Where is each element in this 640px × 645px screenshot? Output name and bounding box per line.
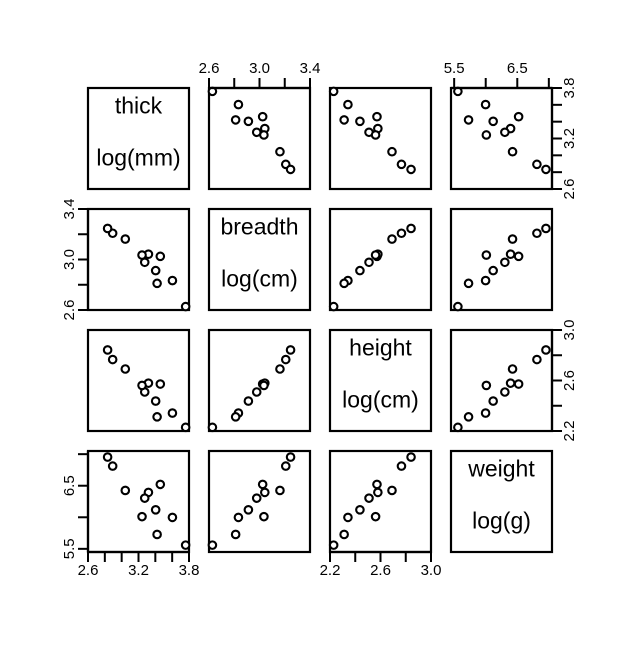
svg-text:2.2: 2.2 (320, 562, 341, 579)
svg-text:log(cm): log(cm) (342, 387, 419, 413)
svg-text:3.0: 3.0 (561, 320, 578, 341)
svg-text:3.4: 3.4 (300, 60, 321, 77)
svg-text:2.6: 2.6 (561, 179, 578, 200)
svg-text:2.6: 2.6 (61, 300, 78, 321)
svg-text:3.0: 3.0 (421, 562, 442, 579)
svg-text:3.8: 3.8 (561, 78, 578, 99)
svg-text:weight: weight (467, 456, 535, 482)
svg-text:3.2: 3.2 (561, 128, 578, 149)
svg-text:log(mm): log(mm) (96, 145, 180, 171)
svg-text:log(g): log(g) (472, 508, 531, 534)
svg-text:2.6: 2.6 (561, 370, 578, 391)
svg-text:2.6: 2.6 (199, 60, 220, 77)
svg-text:3.0: 3.0 (249, 60, 270, 77)
svg-text:3.2: 3.2 (128, 562, 149, 579)
svg-text:2.6: 2.6 (370, 562, 391, 579)
svg-text:3.4: 3.4 (61, 199, 78, 220)
svg-text:6.5: 6.5 (61, 475, 78, 496)
svg-text:3.8: 3.8 (179, 562, 200, 579)
svg-text:6.5: 6.5 (507, 60, 528, 77)
svg-text:thick: thick (115, 93, 163, 119)
svg-text:5.5: 5.5 (61, 538, 78, 559)
svg-text:height: height (349, 335, 412, 361)
svg-text:breadth: breadth (220, 214, 298, 240)
svg-text:2.2: 2.2 (561, 421, 578, 442)
svg-text:2.6: 2.6 (78, 562, 99, 579)
svg-text:3.0: 3.0 (61, 249, 78, 270)
svg-text:5.5: 5.5 (444, 60, 465, 77)
svg-text:log(cm): log(cm) (221, 266, 298, 292)
